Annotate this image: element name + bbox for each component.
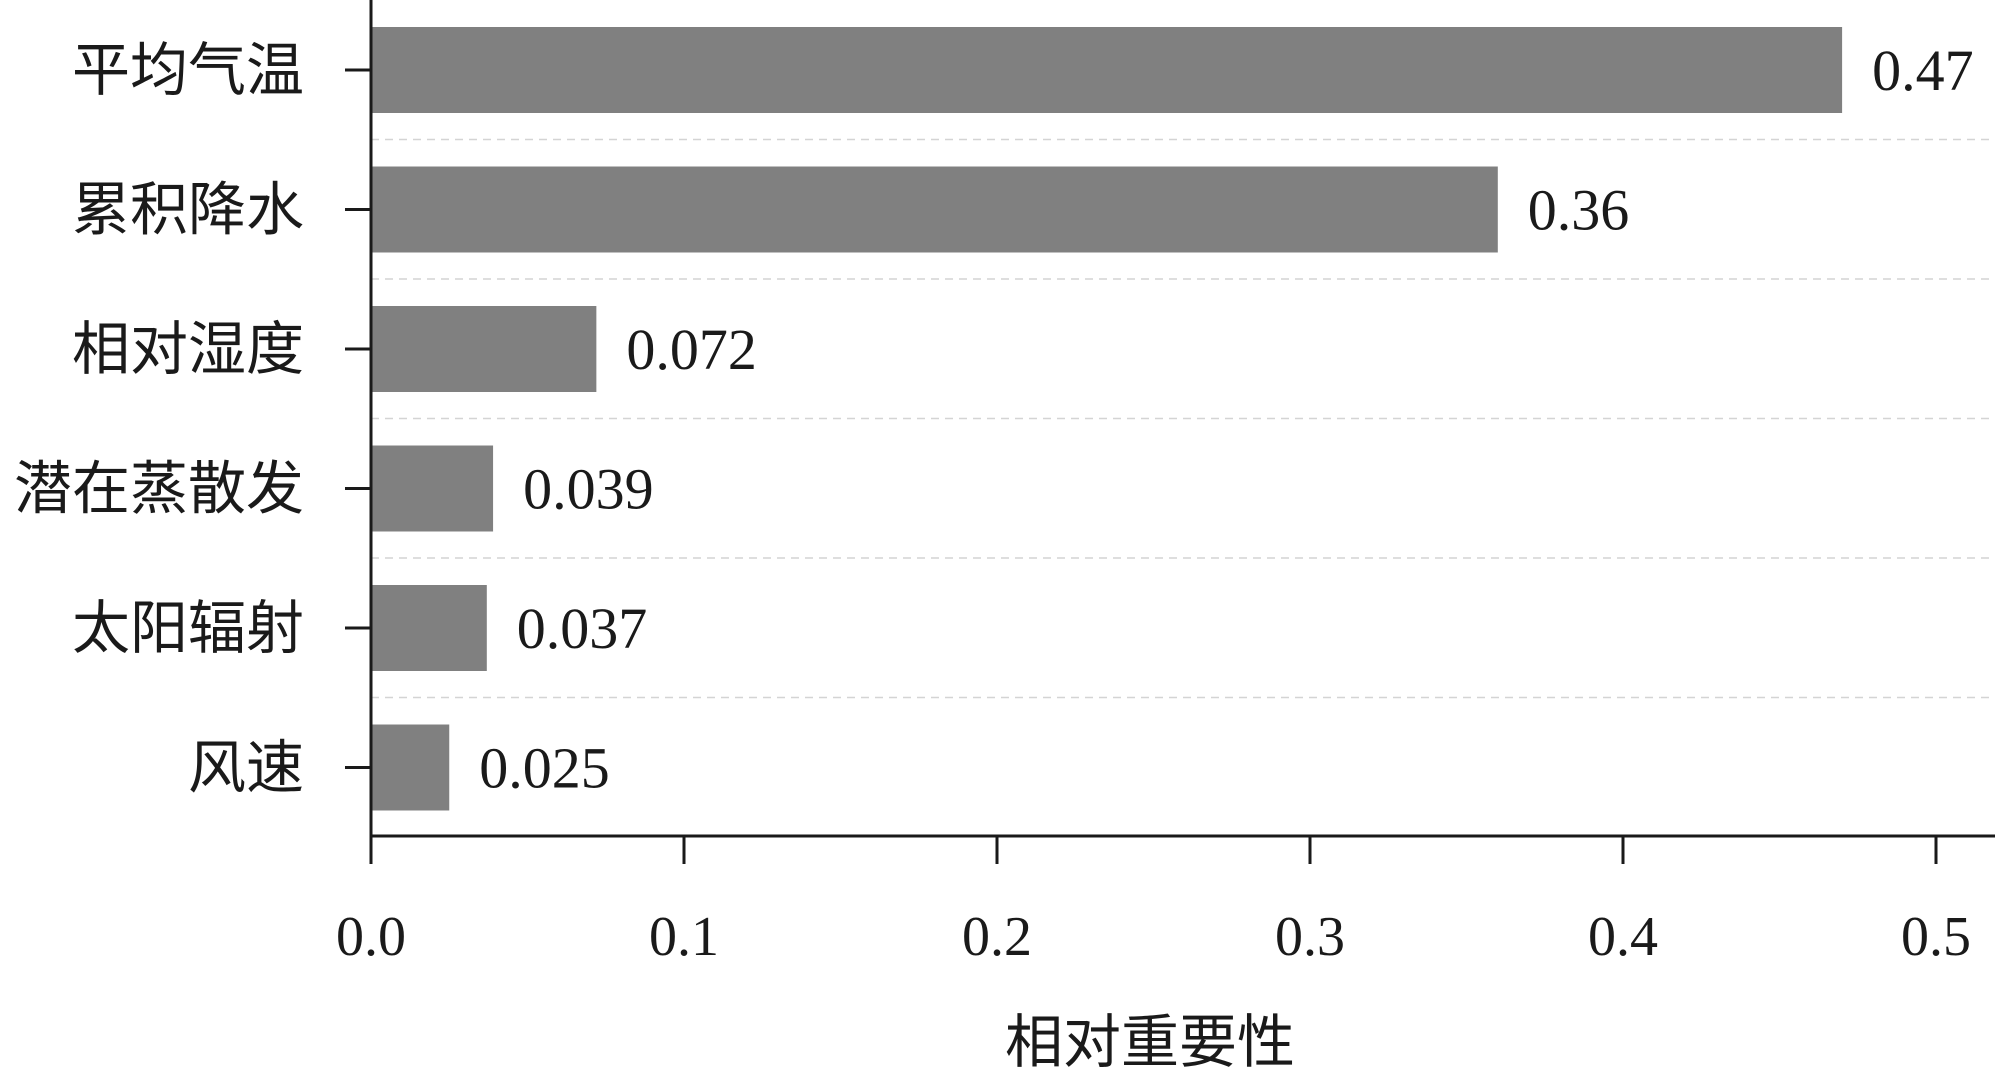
- category-label: 平均气温: [72, 36, 304, 104]
- bar: [371, 306, 597, 392]
- x-tick-label: 0.3: [1275, 906, 1345, 968]
- value-labels-group: 0.47 0.36 0.072 0.039 0.037 0.025: [479, 38, 1973, 801]
- row-separators: [371, 138, 1995, 699]
- x-tick-label: 0.0: [336, 906, 406, 968]
- value-label: 0.025: [479, 736, 610, 801]
- bar: [371, 27, 1843, 113]
- value-label: 0.039: [523, 457, 654, 522]
- bar: [371, 585, 487, 671]
- bar: [371, 445, 494, 532]
- x-ticks-group: 0.0 0.1 0.2 0.3 0.4 0.5: [336, 836, 1971, 968]
- bars-group: [371, 27, 1843, 811]
- category-label: 潜在蒸散发: [14, 455, 304, 523]
- x-axis-title: 相对重要性: [1005, 1008, 1295, 1072]
- x-tick-label: 0.2: [962, 906, 1032, 968]
- bar: [371, 724, 450, 811]
- category-label: 风速: [188, 734, 304, 802]
- value-label: 0.47: [1872, 38, 1974, 103]
- axes-group: [345, 0, 1995, 838]
- x-tick-label: 0.4: [1588, 906, 1658, 968]
- category-label: 累积降水: [72, 176, 304, 244]
- value-label: 0.36: [1528, 178, 1630, 243]
- value-label: 0.072: [626, 317, 757, 382]
- x-tick-label: 0.5: [1901, 906, 1971, 968]
- category-label: 太阳辐射: [72, 594, 304, 662]
- x-tick-label: 0.1: [649, 906, 719, 968]
- value-label: 0.037: [517, 596, 648, 661]
- category-label: 相对湿度: [72, 315, 304, 383]
- bar: [371, 166, 1498, 253]
